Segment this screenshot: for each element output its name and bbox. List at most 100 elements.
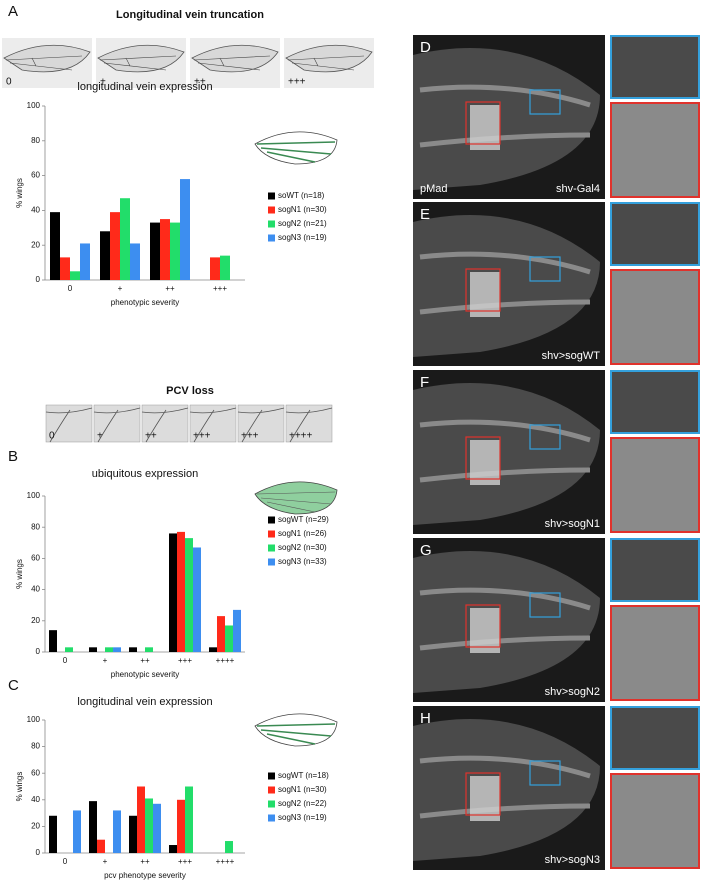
legend-swatch bbox=[268, 206, 275, 214]
legend-swatch bbox=[268, 814, 275, 822]
bar bbox=[180, 179, 190, 280]
legend-label: sogN1 (n=26) bbox=[278, 529, 327, 538]
bar bbox=[49, 630, 57, 652]
stripe bbox=[419, 251, 591, 315]
panel-letter: C bbox=[8, 677, 19, 694]
chart-title: longitudinal vein expression bbox=[77, 696, 212, 708]
panel-letter: G bbox=[420, 542, 432, 559]
image-label: shv-Gal4 bbox=[556, 183, 600, 195]
legend-swatch bbox=[268, 772, 275, 780]
x-tick-label: +++ bbox=[213, 284, 227, 293]
tissue bbox=[413, 551, 600, 693]
bar bbox=[97, 839, 105, 853]
bar bbox=[49, 815, 57, 853]
x-tick-label: + bbox=[103, 656, 108, 665]
x-tick-label: ++++ bbox=[216, 857, 235, 866]
y-tick-label: 80 bbox=[31, 136, 40, 145]
pcv-label: ++++ bbox=[289, 431, 313, 442]
bar bbox=[185, 538, 193, 652]
wing-shape bbox=[285, 44, 373, 73]
stripe bbox=[419, 755, 591, 819]
hotspot bbox=[470, 272, 500, 317]
y-tick-label: 20 bbox=[31, 822, 40, 831]
roi-blue bbox=[529, 760, 561, 786]
y-tick-label: 100 bbox=[27, 715, 41, 724]
inset-blue bbox=[610, 538, 700, 602]
bar bbox=[153, 803, 161, 853]
tissue bbox=[413, 719, 600, 861]
vein bbox=[287, 55, 365, 71]
bar bbox=[150, 222, 160, 280]
bar bbox=[160, 219, 170, 280]
vein bbox=[99, 55, 177, 71]
bar bbox=[169, 845, 177, 853]
legend-label: sogN3 (n=19) bbox=[278, 233, 327, 242]
bar bbox=[105, 647, 113, 652]
legend-label: sogN2 (n=22) bbox=[278, 799, 327, 808]
legend-swatch bbox=[268, 192, 275, 200]
legend-label: sogN3 (n=19) bbox=[278, 813, 327, 822]
roi-red bbox=[465, 268, 501, 312]
bar bbox=[110, 212, 120, 280]
hotspot bbox=[470, 776, 500, 821]
bar bbox=[185, 786, 193, 853]
roi-red bbox=[465, 436, 501, 480]
bar bbox=[177, 799, 185, 853]
bar bbox=[129, 815, 137, 853]
legend-swatch bbox=[268, 786, 275, 794]
bar bbox=[70, 271, 80, 280]
legend-swatch bbox=[268, 558, 275, 566]
chart-title: ubiquitous expression bbox=[92, 468, 198, 480]
legend-label: sogN3 (n=33) bbox=[278, 557, 327, 566]
wing-shape bbox=[3, 44, 91, 73]
legend-label: sogN1 (n=30) bbox=[278, 205, 327, 214]
y-tick-label: 20 bbox=[31, 240, 40, 249]
hotspot bbox=[470, 608, 500, 653]
bar bbox=[170, 222, 180, 280]
bar bbox=[50, 212, 60, 280]
chart-title: longitudinal vein expression bbox=[77, 81, 212, 93]
bar bbox=[129, 647, 137, 652]
stripe bbox=[419, 419, 591, 483]
tissue bbox=[413, 48, 600, 190]
x-tick-label: 0 bbox=[63, 857, 68, 866]
bar bbox=[89, 647, 97, 652]
x-axis-label: phenotypic severity bbox=[111, 670, 179, 679]
legend-swatch bbox=[268, 544, 275, 552]
bar bbox=[225, 625, 233, 652]
roi-blue bbox=[529, 592, 561, 618]
bar bbox=[113, 810, 121, 853]
bar bbox=[177, 531, 185, 652]
x-tick-label: + bbox=[103, 857, 108, 866]
wing-icon bbox=[254, 481, 338, 515]
image-label: shv>sogWT bbox=[542, 350, 601, 362]
legend-label: sogWT (n=29) bbox=[278, 515, 329, 524]
bar bbox=[145, 798, 153, 853]
pcv-label: +++ bbox=[193, 431, 211, 442]
bar bbox=[217, 616, 225, 652]
x-tick-label: +++ bbox=[178, 656, 192, 665]
bar bbox=[209, 647, 217, 652]
section-title: PCV loss bbox=[166, 385, 214, 397]
y-tick-label: 60 bbox=[31, 768, 40, 777]
legend-label: sogN1 (n=30) bbox=[278, 785, 327, 794]
roi-red bbox=[465, 772, 501, 816]
bar bbox=[73, 810, 81, 853]
y-tick-label: 40 bbox=[31, 795, 40, 804]
y-axis-label: % wings bbox=[15, 559, 24, 589]
inset-red bbox=[610, 437, 700, 533]
vein bbox=[141, 407, 189, 443]
y-tick-label: 0 bbox=[36, 848, 41, 857]
legend-swatch bbox=[268, 530, 275, 538]
section-title: Longitudinal vein truncation bbox=[116, 9, 264, 21]
inset-blue bbox=[610, 706, 700, 770]
vein bbox=[189, 407, 237, 443]
y-axis-label: % wings bbox=[15, 772, 24, 802]
x-tick-label: ++ bbox=[140, 656, 150, 665]
bar bbox=[145, 647, 153, 652]
bar bbox=[65, 647, 73, 652]
y-tick-label: 80 bbox=[31, 522, 40, 531]
bar bbox=[210, 257, 220, 280]
y-tick-label: 40 bbox=[31, 206, 40, 215]
